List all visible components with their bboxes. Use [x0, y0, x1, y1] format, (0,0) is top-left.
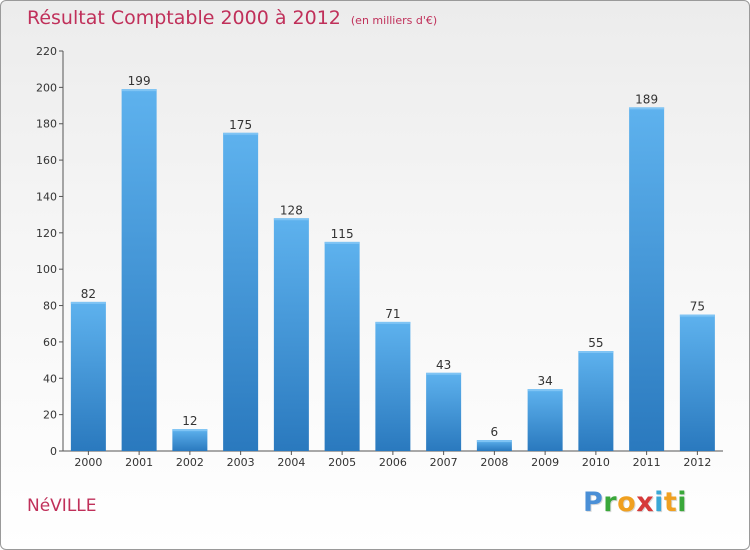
bar	[324, 241, 360, 451]
data-label: 6	[491, 425, 499, 439]
x-tick-label: 2002	[176, 456, 204, 469]
bar-top-edge	[426, 372, 462, 375]
y-tick-label: 0	[50, 445, 57, 458]
logo-letter: r	[603, 487, 618, 518]
bar	[679, 314, 715, 451]
logo-letter: P	[583, 487, 604, 518]
y-tick-label: 200	[36, 81, 57, 94]
chart-title: Résultat Comptable 2000 à 2012 (en millie…	[27, 7, 437, 29]
bar-top-edge	[679, 314, 715, 317]
y-tick-label: 20	[43, 409, 57, 422]
bar-top-edge	[324, 241, 360, 244]
bar-top-edge	[273, 218, 309, 221]
commune-name: NéVILLE	[27, 496, 97, 516]
x-tick-label: 2005	[328, 456, 356, 469]
x-tick-label: 2003	[227, 456, 255, 469]
bar-top-edge	[527, 389, 563, 392]
y-tick-label: 100	[36, 263, 57, 276]
data-label: 128	[280, 203, 303, 217]
bar	[121, 89, 157, 451]
bar-top-edge	[121, 89, 157, 92]
bar	[476, 440, 512, 451]
logo-letter: i	[677, 487, 688, 518]
bar	[629, 107, 665, 451]
logo-letter: x	[636, 487, 655, 518]
data-label: 199	[128, 74, 151, 88]
bar	[527, 389, 563, 451]
x-tick-label: 2012	[683, 456, 711, 469]
proxiti-logo: Proxiti	[583, 487, 687, 518]
y-tick-label: 140	[36, 190, 57, 203]
bar	[426, 372, 462, 451]
bar	[70, 301, 106, 451]
data-label: 75	[690, 300, 705, 314]
x-tick-label: 2004	[277, 456, 305, 469]
bar	[273, 218, 309, 451]
x-tick-label: 2007	[430, 456, 458, 469]
x-tick-label: 2001	[125, 456, 153, 469]
y-tick-label: 160	[36, 154, 57, 167]
x-tick-label: 2010	[582, 456, 610, 469]
y-tick-label: 220	[36, 45, 57, 58]
logo-letter: o	[617, 487, 637, 518]
bar-top-edge	[70, 301, 106, 304]
data-label: 55	[588, 336, 603, 350]
data-label: 71	[385, 307, 400, 321]
x-tick-label: 2000	[74, 456, 102, 469]
data-label: 43	[436, 358, 451, 372]
data-label: 189	[635, 92, 658, 106]
bar	[172, 429, 208, 451]
bar-top-edge	[578, 351, 614, 353]
y-tick-label: 120	[36, 227, 57, 240]
bar-top-edge	[172, 429, 208, 432]
data-label: 12	[182, 414, 197, 428]
chart-title-text: Résultat Comptable 2000 à 2012	[27, 7, 341, 29]
x-tick-label: 2011	[633, 456, 661, 469]
bar	[375, 321, 411, 451]
y-tick-label: 60	[43, 336, 57, 349]
bar-top-edge	[629, 107, 665, 110]
data-label: 115	[331, 227, 354, 241]
data-label: 175	[229, 118, 252, 132]
bar-top-edge	[375, 321, 411, 324]
data-label: 82	[81, 287, 96, 301]
y-tick-label: 40	[43, 372, 57, 385]
x-tick-label: 2008	[480, 456, 508, 469]
bar	[223, 132, 259, 451]
x-tick-label: 2009	[531, 456, 559, 469]
y-tick-label: 80	[43, 300, 57, 313]
bar-top-edge	[476, 440, 512, 443]
logo-letter: i	[654, 487, 664, 518]
y-tick-label: 180	[36, 118, 57, 131]
bar-top-edge	[223, 132, 259, 135]
x-tick-label: 2006	[379, 456, 407, 469]
bar	[578, 351, 614, 451]
data-label: 34	[537, 374, 552, 388]
logo-letter: t	[663, 487, 678, 518]
chart-unit: (en milliers d'€)	[350, 14, 438, 27]
